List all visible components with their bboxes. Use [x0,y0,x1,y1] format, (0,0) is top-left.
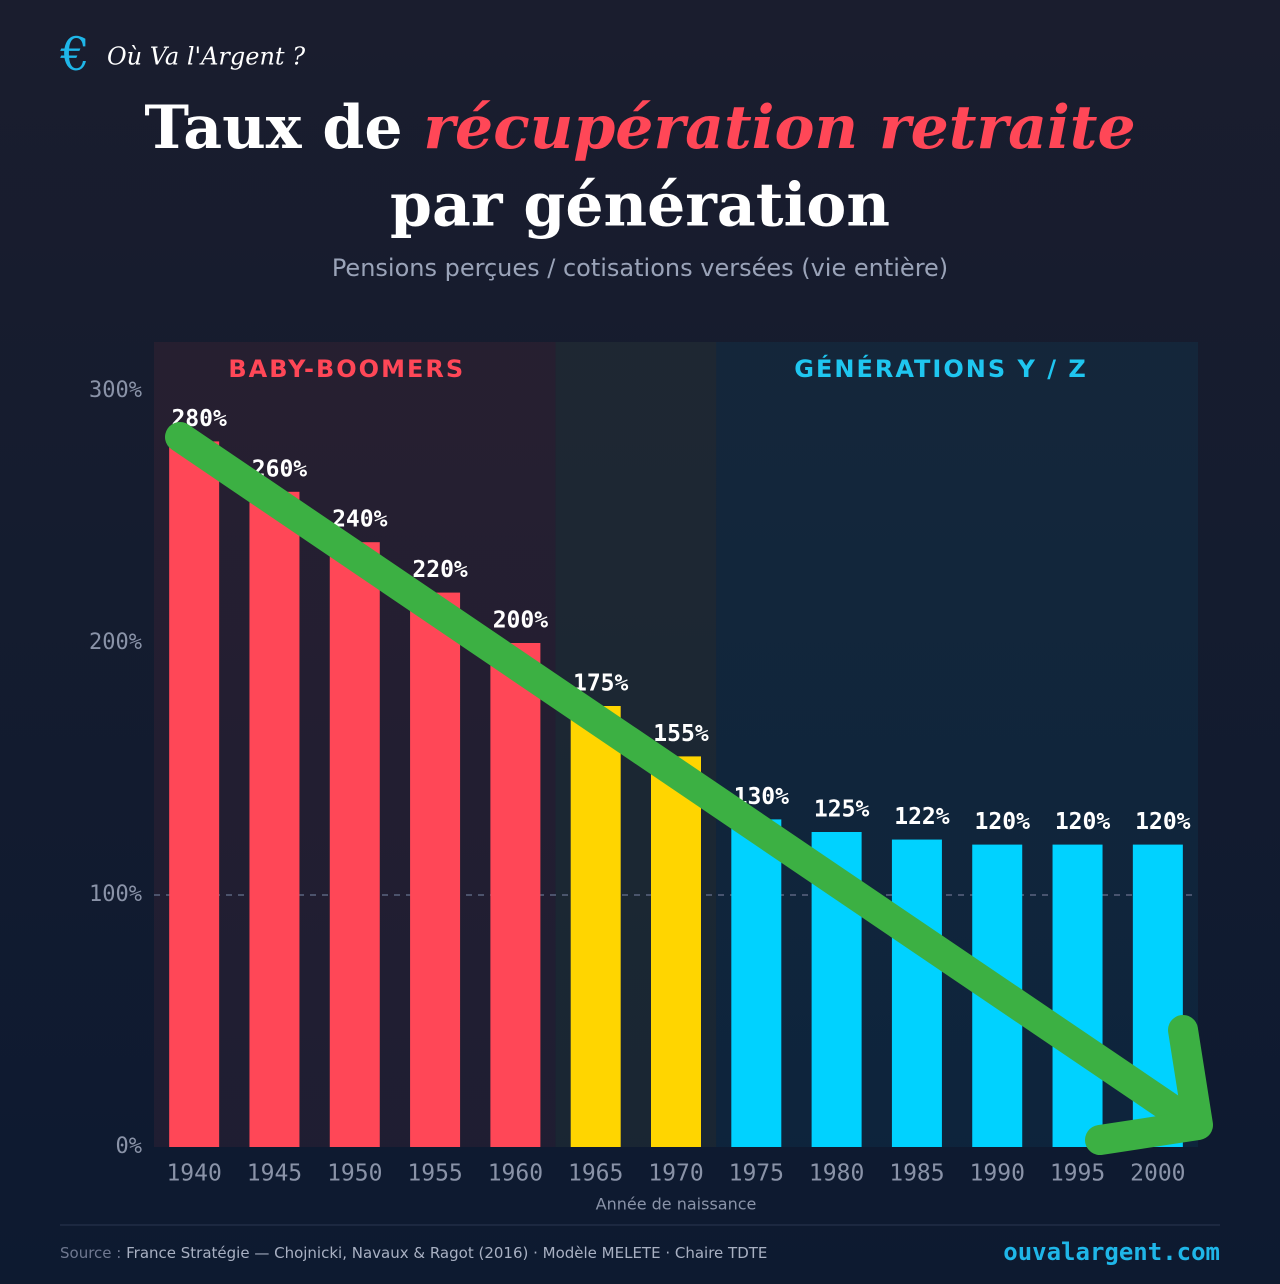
source-text: France Stratégie — Chojnicki, Navaux & R… [126,1244,767,1262]
subtitle: Pensions perçues / cotisations versées (… [332,254,948,282]
x-axis-label: Année de naissance [596,1195,757,1214]
arrow-head [1085,1015,1213,1155]
x-tick-label: 1940 [166,1161,221,1187]
value-label: 125% [814,797,870,823]
title-highlight: récupération retraite [423,93,1135,163]
x-tick-label: 1955 [407,1161,462,1187]
group-label: GÉNÉRATIONS Y / Z [794,354,1087,383]
value-label: 120% [975,809,1031,835]
source-prefix: Source : [60,1244,121,1262]
chart-title-line2: par génération [390,171,890,241]
title-part: Taux de [144,93,402,163]
x-tick-label: 1995 [1050,1161,1105,1187]
value-label: 155% [653,721,709,747]
x-tick-label: 1970 [648,1161,703,1187]
logo-icon: € [59,27,89,81]
y-tick-label: 0% [116,1134,143,1159]
bar [651,756,701,1147]
website: ouvalargent.com [1003,1238,1220,1266]
y-tick-label: 200% [89,630,142,655]
y-tick-label: 300% [89,378,142,403]
x-tick-label: 1980 [809,1161,864,1187]
bar [891,839,942,1147]
x-tick-label: 1945 [247,1161,302,1187]
value-label: 220% [412,557,468,583]
x-tick-label: 1985 [889,1161,944,1187]
value-label: 120% [1135,809,1191,835]
x-tick-label: 1965 [568,1161,623,1187]
bar [329,542,380,1147]
bar [570,706,621,1147]
value-label: 120% [1055,809,1111,835]
x-tick-label: 2000 [1130,1161,1185,1187]
bar [410,592,461,1147]
arrow-shaft [165,422,1210,1140]
x-tick-label: 1950 [327,1161,382,1187]
brand-name: Où Va l'Argent ? [107,43,305,71]
bar [731,819,782,1147]
trend-arrow [165,422,1213,1155]
x-tick-label: 1990 [970,1161,1025,1187]
x-tick-label: 1975 [729,1161,784,1187]
chart-title: Taux de récupération retraite [144,93,1135,163]
panel-yz [716,342,1198,1147]
bar [1052,844,1103,1147]
y-tick-label: 100% [89,882,142,907]
value-label: 122% [894,804,950,830]
bar [249,491,300,1147]
source: Source : France Stratégie — Chojnicki, N… [60,1244,767,1262]
bar [490,643,541,1147]
value-label: 200% [493,608,549,634]
bar [169,441,220,1147]
x-tick-label: 1960 [488,1161,543,1187]
group-label: BABY-BOOMERS [228,355,465,383]
